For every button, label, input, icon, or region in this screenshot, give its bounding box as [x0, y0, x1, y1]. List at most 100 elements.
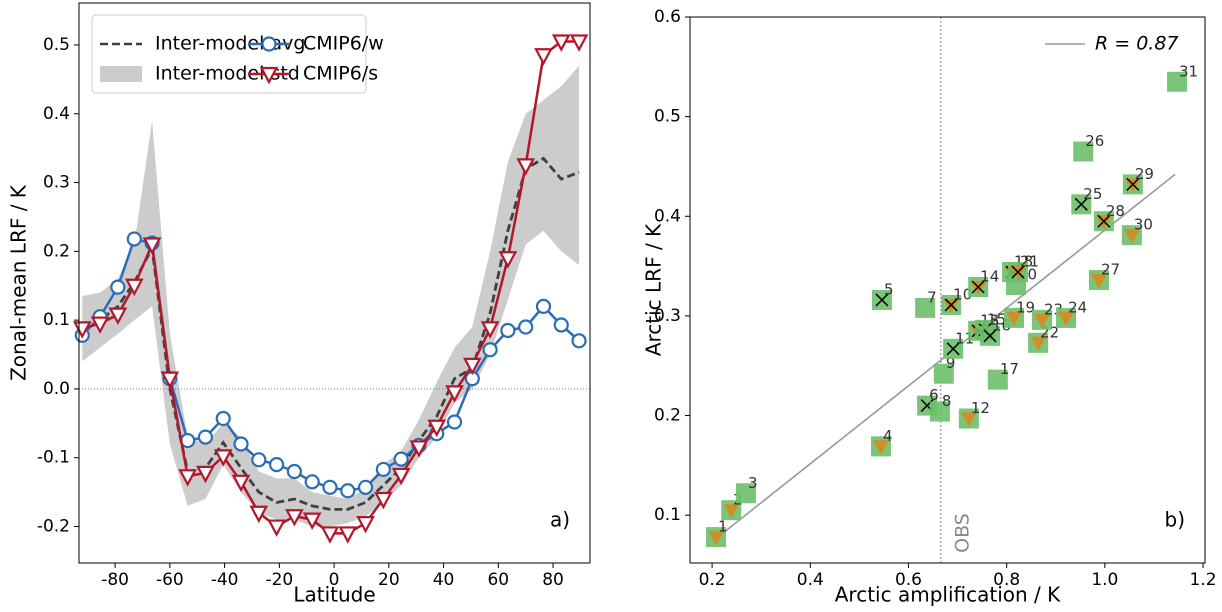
point [340, 483, 356, 499]
point [480, 321, 500, 339]
x-tick-label: -40 [211, 570, 239, 590]
point [534, 48, 553, 66]
point [285, 509, 304, 527]
point [445, 385, 464, 403]
point [357, 479, 374, 495]
x-tick-label: 0.8 [993, 570, 1020, 590]
model-triangle [723, 504, 740, 519]
model-square [929, 401, 950, 422]
x-tick-label: 1.0 [1091, 570, 1118, 590]
point [196, 465, 215, 484]
point-label: 27 [1101, 261, 1120, 279]
y-axis-label: Zonal-mean LRF / K [7, 184, 31, 381]
point [249, 505, 269, 524]
point-label: 15 [987, 310, 1006, 328]
model-cross [875, 293, 889, 307]
point-label: 3 [748, 474, 758, 492]
point-label: 24 [1068, 298, 1087, 316]
point-label: 25 [1083, 185, 1102, 203]
legend-marker [259, 66, 279, 85]
panel-label: a) [550, 508, 570, 532]
y-tick-label: -0.1 [37, 448, 70, 468]
x-tick-label: 0 [329, 570, 340, 590]
point [571, 333, 587, 349]
point-label: 10 [953, 285, 972, 303]
point-label: 4 [883, 427, 893, 445]
model-cross [1074, 197, 1088, 211]
point [110, 279, 126, 295]
point [500, 322, 516, 339]
x-axis-label: Latitude [293, 583, 375, 607]
point-label: 26 [1085, 132, 1104, 150]
x-tick-label: -20 [265, 570, 293, 590]
legend-label: CMIP6/s [303, 63, 378, 85]
point-label: 1 [718, 518, 728, 536]
legend-box [91, 14, 367, 94]
model-triangle [960, 412, 977, 427]
point [375, 461, 391, 478]
legend-label: CMIP6/w [303, 33, 384, 55]
point [90, 316, 110, 334]
point-label: 9 [946, 354, 956, 372]
point-label: 19 [1016, 298, 1035, 316]
point-label: 8 [942, 392, 952, 410]
point [409, 440, 429, 458]
point [269, 457, 285, 473]
y-tick-label: 0.2 [43, 241, 70, 261]
model-triangle [1058, 311, 1075, 326]
axes-frame [689, 16, 1206, 564]
point [356, 515, 375, 534]
point-label: 6 [929, 386, 939, 404]
point [126, 231, 142, 247]
point [393, 451, 409, 467]
point-label: 28 [1106, 202, 1125, 220]
legend-label: R = 0.87 [1095, 33, 1179, 55]
point [233, 436, 249, 452]
y-tick-label: 0.6 [654, 7, 681, 27]
model-square [915, 297, 936, 318]
x-tick-label: 0.2 [699, 570, 726, 590]
point-label: 7 [927, 288, 937, 306]
point [518, 319, 534, 335]
point [482, 342, 498, 358]
point [374, 491, 393, 510]
point [553, 317, 569, 333]
point [267, 519, 286, 537]
point [108, 307, 128, 325]
obs-label: OBS [951, 513, 973, 553]
model-triangle [1030, 336, 1047, 351]
point [338, 526, 358, 544]
point-label: 30 [1134, 216, 1153, 234]
x-tick-label: 0.6 [895, 570, 922, 590]
legend-swatch [100, 66, 142, 82]
point [231, 474, 251, 493]
point [124, 278, 144, 297]
model-triangle [872, 440, 889, 455]
point [142, 237, 162, 255]
x-tick-label: 20 [378, 570, 400, 590]
point [446, 414, 463, 430]
point [391, 467, 411, 486]
point [535, 298, 552, 314]
point-label: 29 [1135, 165, 1154, 183]
point [286, 463, 303, 480]
point [462, 357, 482, 376]
y-axis-label: Arctic LRF / K [642, 223, 666, 356]
model-square [735, 483, 756, 504]
model-cross [944, 298, 958, 312]
point [251, 452, 267, 468]
x-tick-label: -80 [101, 570, 129, 590]
x-tick-label: 40 [433, 570, 455, 590]
model-cross [1011, 265, 1025, 279]
point [197, 429, 214, 445]
point [213, 449, 233, 467]
point-label: 12 [971, 399, 990, 417]
x-tick-label: 80 [542, 570, 564, 590]
model-cross [946, 342, 960, 356]
y-tick-label: 0.5 [654, 107, 681, 127]
point [551, 34, 571, 52]
point [304, 474, 320, 490]
model-triangle [708, 531, 725, 546]
